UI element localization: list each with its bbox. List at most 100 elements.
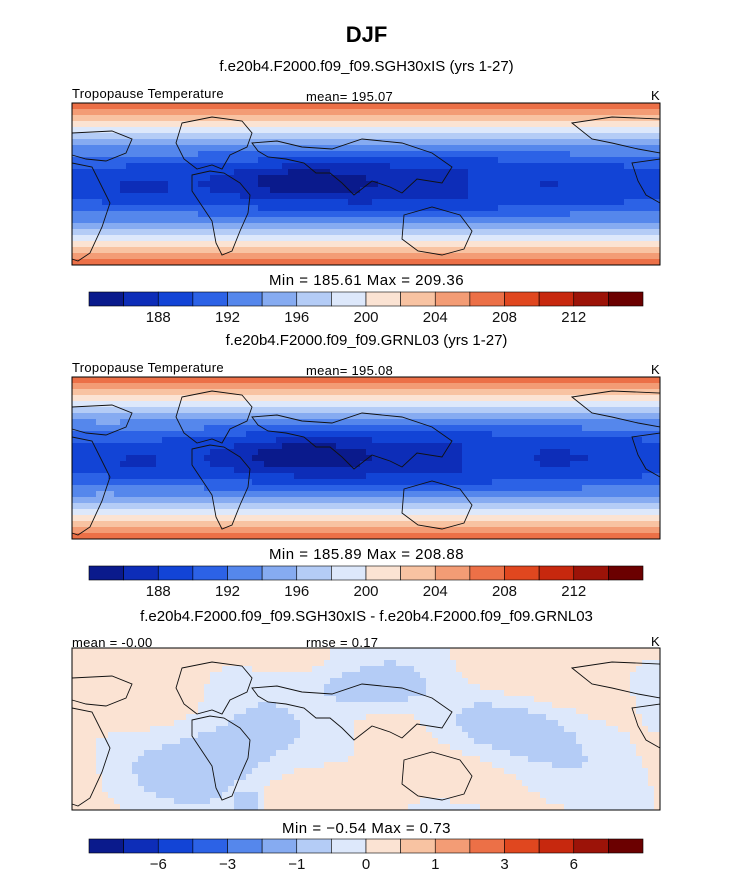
contour-cell: [186, 479, 193, 486]
contour-cell: [378, 175, 385, 182]
contour-cell: [168, 443, 175, 450]
contour-cell: [600, 109, 607, 116]
contour-cell: [378, 401, 385, 408]
contour-cell: [372, 253, 379, 260]
contour-cell: [366, 485, 373, 492]
contour-cell: [630, 235, 637, 242]
contour-cell: [654, 115, 661, 122]
contour-cell: [588, 139, 595, 146]
contour-cell: [612, 413, 619, 420]
contour-cell: [540, 229, 547, 236]
contour-cell: [558, 235, 565, 242]
contour-cell: [222, 199, 229, 206]
contour-cell: [642, 163, 649, 170]
contour-cell: [150, 211, 157, 218]
contour-cell: [588, 509, 595, 516]
contour-cell: [594, 127, 601, 134]
contour-cell: [336, 503, 343, 510]
contour-cell: [78, 473, 85, 480]
contour-cell: [222, 211, 229, 218]
contour-cell: [546, 139, 553, 146]
contour-cell: [258, 401, 265, 408]
contour-cell: [216, 151, 223, 158]
contour-cell: [216, 383, 223, 390]
contour-cell: [570, 419, 577, 426]
contour-cell: [522, 175, 529, 182]
contour-cell: [588, 145, 595, 152]
contour-cell: [318, 121, 325, 128]
contour-cell: [408, 115, 415, 122]
contour-cell: [402, 229, 409, 236]
contour-cell: [468, 205, 475, 212]
contour-cell: [648, 497, 655, 504]
contour-cell: [516, 103, 523, 110]
contour-cell: [312, 485, 319, 492]
contour-cell: [594, 395, 601, 402]
contour-cell: [570, 163, 577, 170]
contour-cell: [420, 377, 427, 384]
contour-cell: [426, 491, 433, 498]
contour-cell: [564, 241, 571, 248]
contour-cell: [336, 157, 343, 164]
contour-cell: [594, 425, 601, 432]
contour-cell: [132, 437, 139, 444]
contour-cell: [294, 115, 301, 122]
contour-cell: [288, 175, 295, 182]
contour-cell: [390, 389, 397, 396]
contour-cell: [240, 121, 247, 128]
contour-cell: [510, 175, 517, 182]
contour-cell: [186, 467, 193, 474]
contour-cell: [408, 241, 415, 248]
contour-cell: [204, 443, 211, 450]
contour-cell: [72, 229, 79, 236]
contour-cell: [234, 485, 241, 492]
contour-cell: [96, 449, 103, 456]
contour-cell: [108, 169, 115, 176]
contour-cell: [186, 199, 193, 206]
contour-cell: [246, 253, 253, 260]
contour-cell: [474, 181, 481, 188]
contour-cell: [324, 187, 331, 194]
contour-cell: [336, 461, 343, 468]
contour-cell: [330, 133, 337, 140]
contour-cell: [78, 199, 85, 206]
contour-cell: [612, 431, 619, 438]
contour-cell: [198, 467, 205, 474]
contour-cell: [654, 383, 661, 390]
panel3-title: f.e20b4.F2000.f09_f09.SGH30xIS - f.e20b4…: [140, 608, 593, 625]
contour-cell: [468, 103, 475, 110]
contour-cell: [102, 181, 109, 188]
contour-cell: [534, 235, 541, 242]
contour-cell: [462, 109, 469, 116]
contour-cell: [588, 151, 595, 158]
contour-cell: [138, 109, 145, 116]
contour-cell: [132, 145, 139, 152]
contour-cell: [198, 175, 205, 182]
contour-cell: [102, 509, 109, 516]
contour-cell: [186, 175, 193, 182]
contour-cell: [450, 211, 457, 218]
contour-cell: [336, 193, 343, 200]
contour-cell: [216, 461, 223, 468]
contour-cell: [576, 485, 583, 492]
contour-cell: [414, 425, 421, 432]
contour-cell: [276, 115, 283, 122]
contour-cell: [426, 383, 433, 390]
contour-cell: [72, 235, 79, 242]
contour-cell: [264, 491, 271, 498]
contour-cell: [312, 109, 319, 116]
contour-cell: [444, 473, 451, 480]
contour-cell: [330, 461, 337, 468]
contour-cell: [258, 395, 265, 402]
contour-cell: [186, 169, 193, 176]
contour-cell: [348, 503, 355, 510]
contour-cell: [150, 407, 157, 414]
contour-cell: [390, 223, 397, 230]
contour-cell: [648, 377, 655, 384]
contour-cell: [630, 395, 637, 402]
contour-cell: [444, 163, 451, 170]
contour-cell: [576, 497, 583, 504]
contour-cell: [156, 115, 163, 122]
contour-cell: [606, 235, 613, 242]
contour-cell: [318, 235, 325, 242]
